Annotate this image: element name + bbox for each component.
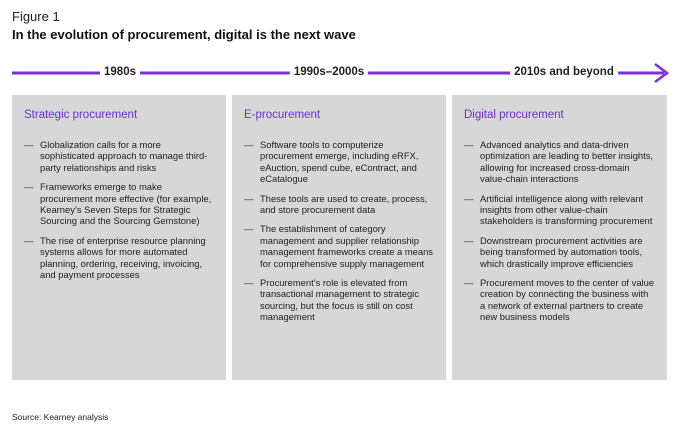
list-item: — Procurement moves to the center of valu… bbox=[464, 277, 655, 323]
figure-label: Figure 1 bbox=[12, 9, 60, 24]
dash-bullet-icon: — bbox=[24, 139, 34, 150]
timeline: 1980s 1990s–2000s 2010s and beyond bbox=[0, 60, 684, 88]
list-item: — The rise of enterprise resource plannin… bbox=[24, 235, 214, 281]
list-item: — Advanced analytics and data-driven opti… bbox=[464, 139, 655, 185]
list-item: — Software tools to computerize procureme… bbox=[244, 139, 434, 185]
panel-heading: E-procurement bbox=[244, 109, 321, 121]
panel-list: — Advanced analytics and data-driven opti… bbox=[464, 139, 655, 323]
panel-strategic-procurement: Strategic procurement — Globalization cal… bbox=[12, 95, 226, 380]
dash-bullet-icon: — bbox=[244, 192, 254, 204]
list-item-text: The establishment of category management… bbox=[260, 223, 433, 269]
list-item: — Artificial intelligence along with rele… bbox=[464, 193, 655, 227]
panel-digital-procurement: Digital procurement — Advanced analytics … bbox=[452, 95, 667, 380]
list-item-text: Software tools to computerize procuremen… bbox=[260, 139, 419, 185]
panel-e-procurement: E-procurement — Software tools to compute… bbox=[232, 95, 446, 380]
list-item-text: Artificial intelligence along with relev… bbox=[480, 192, 653, 227]
dash-bullet-icon: — bbox=[244, 277, 254, 289]
list-item-text: Advanced analytics and data-driven optim… bbox=[480, 139, 654, 185]
panel-list: — Software tools to computerize procureme… bbox=[244, 139, 434, 323]
panel-heading: Digital procurement bbox=[464, 109, 564, 121]
list-item-text: These tools are used to create, process,… bbox=[260, 192, 428, 216]
panel-list: — Globalization calls for a more sophisti… bbox=[24, 139, 214, 280]
era-label: 1980s bbox=[100, 66, 140, 78]
list-item-text: Procurement’s role is elevated from tran… bbox=[260, 277, 419, 323]
list-item-text: The rise of enterprise resource planning… bbox=[40, 234, 206, 281]
era-label: 1990s–2000s bbox=[289, 66, 369, 78]
dash-bullet-icon: — bbox=[464, 234, 474, 246]
list-item-text: Procurement moves to the center of value… bbox=[480, 277, 655, 323]
era-label: 2010s and beyond bbox=[510, 66, 618, 78]
dash-bullet-icon: — bbox=[464, 192, 474, 204]
panel-heading: Strategic procurement bbox=[24, 109, 138, 121]
list-item: — These tools are used to create, process… bbox=[244, 193, 434, 216]
list-item-text: Frameworks emerge to make procurement mo… bbox=[40, 181, 212, 227]
list-item: — Globalization calls for a more sophisti… bbox=[24, 139, 214, 173]
dash-bullet-icon: — bbox=[464, 277, 474, 289]
list-item-text: Globalization calls for a more sophistic… bbox=[40, 139, 208, 173]
dash-bullet-icon: — bbox=[244, 223, 254, 235]
dash-bullet-icon: — bbox=[464, 139, 474, 150]
source-note: Source: Kearney analysis bbox=[12, 412, 109, 422]
list-item: — Downstream procurement activities are b… bbox=[464, 235, 655, 269]
list-item: — The establishment of category managemen… bbox=[244, 223, 434, 269]
list-item-text: Downstream procurement activities are be… bbox=[480, 234, 643, 269]
figure-title: In the evolution of procurement, digital… bbox=[12, 27, 356, 42]
list-item: — Frameworks emerge to make procurement m… bbox=[24, 181, 214, 227]
list-item: — Procurement’s role is elevated from tra… bbox=[244, 277, 434, 323]
dash-bullet-icon: — bbox=[24, 234, 34, 246]
dash-bullet-icon: — bbox=[24, 181, 34, 193]
dash-bullet-icon: — bbox=[244, 139, 254, 150]
